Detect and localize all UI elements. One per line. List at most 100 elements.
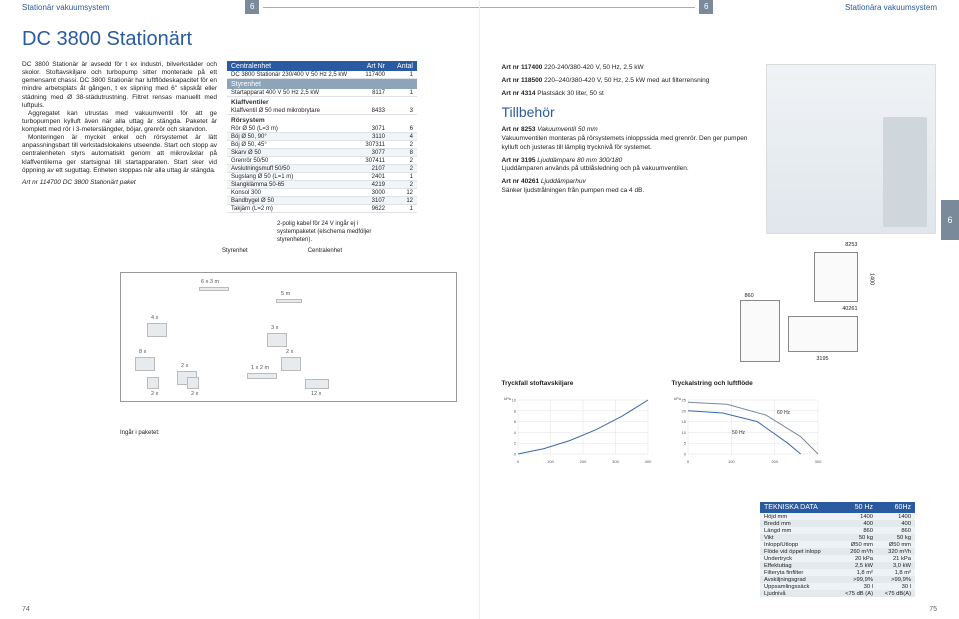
- svg-text:0: 0: [686, 459, 689, 464]
- svg-text:100: 100: [547, 459, 554, 464]
- technical-drawings: 860 8253 1400 40261 3195: [740, 242, 959, 362]
- svg-text:0: 0: [516, 459, 519, 464]
- chart-pressure-drop: Tryckfall stoftavskiljare 01002003004000…: [502, 380, 652, 460]
- section-tillbehor: Tillbehör: [502, 104, 752, 120]
- table-row: Böj Ø 50, 90°31104: [227, 133, 417, 141]
- side-tab: 6: [941, 200, 959, 240]
- header-rule: [480, 7, 696, 8]
- intro-column: DC 3800 Stationär är avsedd för t ex ind…: [22, 61, 217, 244]
- svg-text:15: 15: [681, 419, 686, 424]
- pkg-lbl: 2 x: [286, 349, 293, 355]
- header-right: Stationära vakuumsystem: [713, 3, 959, 12]
- label-central: Centralenhet: [308, 248, 342, 254]
- page-number-left: 74: [22, 606, 30, 613]
- svg-text:200: 200: [579, 459, 586, 464]
- page-title: DC 3800 Stationärt: [22, 28, 479, 51]
- tech-row: Ljudnivå<75 dB (A)<75 dB(A): [760, 590, 915, 597]
- chapter-box: 6: [245, 0, 259, 14]
- pic-label: 1400: [869, 273, 875, 285]
- right-text-column: Art nr 117400 220-240/380-420 V, 50 Hz, …: [502, 64, 752, 234]
- subhead-klaff: Klaffventiler: [227, 97, 417, 107]
- svg-text:300: 300: [612, 459, 619, 464]
- subhead-ror: Rörsystem: [227, 115, 417, 125]
- header-left: Stationär vakuumsystem: [0, 3, 245, 12]
- product-photo: [766, 64, 936, 234]
- svg-text:4: 4: [513, 430, 516, 435]
- chart-title: Tryckalstring och luftflöde: [672, 380, 822, 387]
- table-row: Takjärn (L=2 m)96221: [227, 205, 417, 213]
- pkg-lbl: 12 x: [311, 391, 321, 397]
- svg-text:200: 200: [771, 459, 778, 464]
- tth: TEKNISKA DATA: [764, 504, 835, 511]
- svg-text:2: 2: [513, 441, 516, 446]
- table-row: Böj Ø 50, 45°3073112: [227, 141, 417, 149]
- pkg-lbl: 8 x: [139, 349, 146, 355]
- art-line: Art nr 117400 220-240/380-420 V, 50 Hz, …: [502, 64, 752, 73]
- chart-pressure-flow: Tryckalstring och luftflöde 010020030005…: [672, 380, 822, 460]
- pkg-lbl: 2 x: [191, 391, 198, 397]
- art-line: Art nr 118500 220–240/380-420 V, 50 Hz, …: [502, 77, 752, 86]
- svg-text:8: 8: [513, 408, 516, 413]
- th-name: Centralenhet: [231, 63, 349, 70]
- page-number-right: 75: [929, 606, 937, 613]
- svg-text:50 Hz: 50 Hz: [732, 430, 746, 436]
- th-art: Art Nr: [349, 63, 385, 70]
- accessory-block: Art nr 3195 Ljuddämpare 80 mm 300/180Lju…: [502, 157, 752, 175]
- tech-row: Flöde vid öppet inlopp260 m³/h320 m³/h: [760, 548, 915, 555]
- pic-label: 3195: [816, 356, 828, 362]
- table-row: Rör Ø 50 (L=3 m)30716: [227, 125, 417, 133]
- pkg-lbl: 5 m: [281, 291, 290, 297]
- chapter-box: 6: [699, 0, 713, 14]
- pic-label: 40261: [842, 306, 857, 312]
- accessory-block: Art nr 40261 LjuddämparhuvSänker ljudstr…: [502, 178, 752, 196]
- tth: 50 Hz: [835, 504, 873, 511]
- tech-row: Längd mm860860: [760, 527, 915, 534]
- svg-text:100: 100: [727, 459, 734, 464]
- svg-text:10: 10: [681, 430, 686, 435]
- intro-p1: DC 3800 Stationär är avsedd för t ex ind…: [22, 61, 217, 110]
- table-row: Sugslang Ø 50 (L=1 m)24011: [227, 173, 417, 181]
- tech-head: TEKNISKA DATA 50 Hz 60Hz: [760, 502, 915, 513]
- svg-text:20: 20: [681, 408, 686, 413]
- tech-row: Avskiljningsgrad>99,9%>99,9%: [760, 576, 915, 583]
- svg-text:6: 6: [513, 419, 516, 424]
- label-styrenhet: Styrenhet: [222, 248, 248, 254]
- pic-label: 8253: [845, 242, 857, 248]
- tech-row: Vikt50 kg50 kg: [760, 534, 915, 541]
- cable-note: 2-polig kabel för 24 V ingår ej i system…: [227, 213, 377, 244]
- pkg-lbl: 1 x 2 m: [251, 365, 269, 371]
- package-diagram: 6 x 3 m 5 m 4 x 3 x 8 x 2 x 1 x 2 m 2 x …: [120, 272, 457, 402]
- table-row: Klaffventil Ø 50 med mikrobrytare84333: [227, 107, 417, 115]
- svg-text:60 Hz: 60 Hz: [777, 410, 791, 416]
- svg-text:kPa: kPa: [674, 396, 682, 401]
- tech-row: Inlopp/UtloppØ50 mmØ50 mm: [760, 541, 915, 548]
- table-row: DC 3800 Stationär 230/400 V 50 Hz 2,5 kW…: [227, 71, 417, 79]
- tech-row: Undertryck20 kPa21 kPa: [760, 555, 915, 562]
- svg-text:400: 400: [644, 459, 651, 464]
- sh2: Styrenhet: [231, 81, 261, 88]
- pkg-lbl: 4 x: [151, 315, 158, 321]
- svg-text:kPa: kPa: [504, 396, 512, 401]
- table-row: Bandbygel Ø 50310712: [227, 197, 417, 205]
- pkg-lbl: 6 x 3 m: [201, 279, 219, 285]
- tech-row: Bredd mm400400: [760, 520, 915, 527]
- tth: 60Hz: [873, 504, 911, 511]
- chart-title: Tryckfall stoftavskiljare: [502, 380, 652, 387]
- svg-text:300: 300: [814, 459, 821, 464]
- tech-row: Höjd mm14001400: [760, 513, 915, 520]
- table-row: Avslutningsmuff 50/5021072: [227, 165, 417, 173]
- header-rule: [263, 7, 478, 8]
- table-row: Konsol 300300012: [227, 189, 417, 197]
- intro-p3: Monteringen är mycket enkel och rörsyste…: [22, 134, 217, 175]
- svg-text:0: 0: [513, 452, 516, 457]
- table-row: Startapparat 400 V 50 Hz 2,5 kW81171: [227, 89, 417, 97]
- accessory-block: Art nr 8253 Vakuumventil 50 mmVakuumvent…: [502, 126, 752, 152]
- intro-artline: Art nr 114700 DC 3800 Stationärt paket: [22, 179, 217, 187]
- table-row: Skarv Ø 5030778: [227, 149, 417, 157]
- pkg-lbl: 2 x: [151, 391, 158, 397]
- tech-data-table: TEKNISKA DATA 50 Hz 60Hz Höjd mm14001400…: [760, 502, 915, 597]
- svg-text:10: 10: [511, 398, 516, 403]
- svg-text:25: 25: [681, 398, 686, 403]
- table-row: Slangklämma 50-6542192: [227, 181, 417, 189]
- pic-label: 860: [745, 293, 754, 299]
